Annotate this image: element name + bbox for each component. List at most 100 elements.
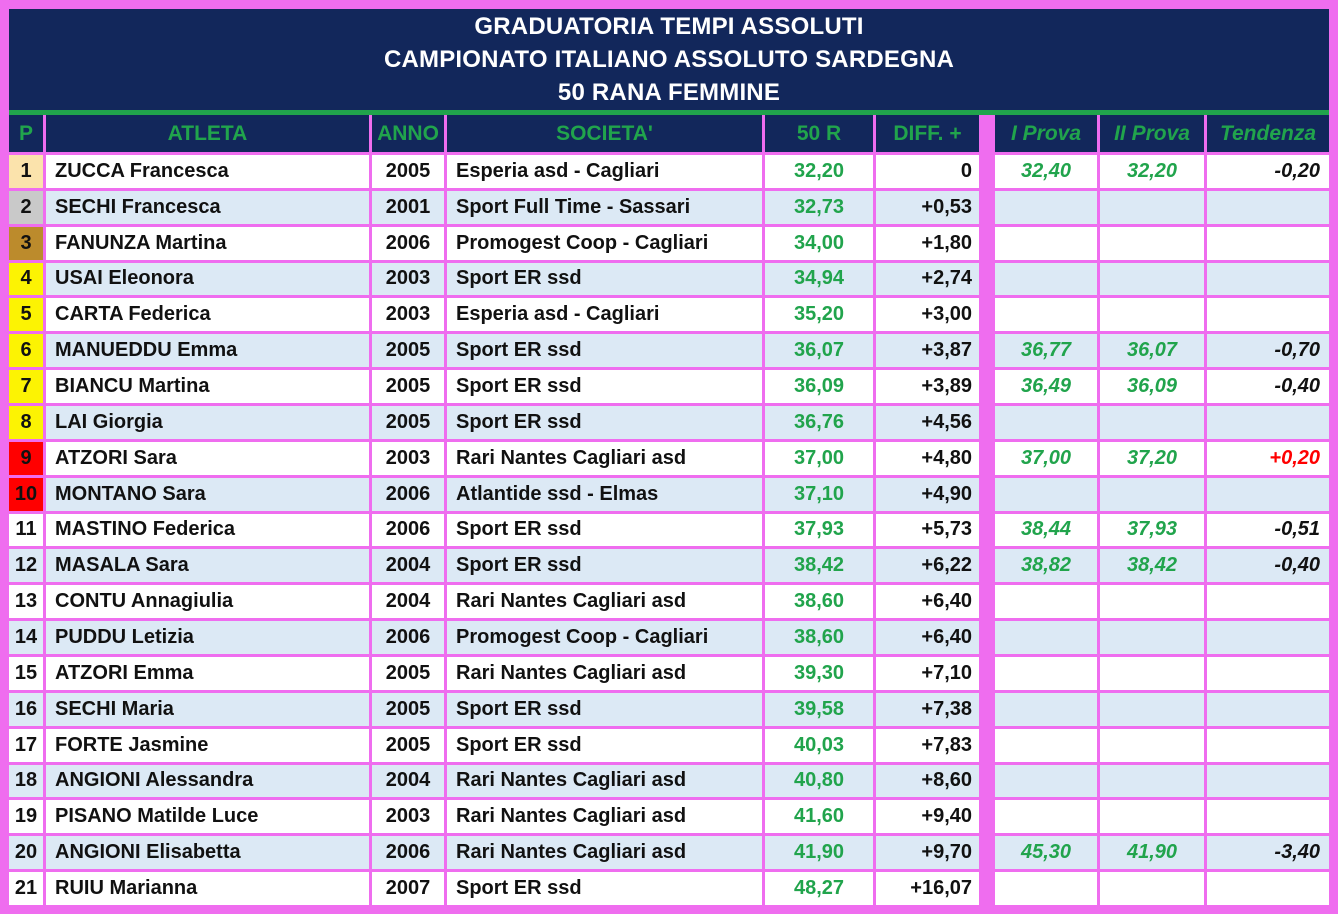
tendenza-cell	[1207, 226, 1329, 260]
club-cell: Esperia asd - Cagliari	[447, 155, 762, 188]
year-cell: 2004	[372, 764, 444, 798]
tendenza-cell	[1207, 585, 1329, 619]
year-cell: 2005	[372, 406, 444, 439]
tendenza-cell	[1207, 298, 1329, 332]
club-cell: Sport Full Time - Sassari	[447, 190, 762, 224]
block-divider	[982, 477, 992, 511]
block-divider	[982, 190, 992, 224]
prova1-cell	[995, 764, 1097, 798]
tendenza-cell: -0,40	[1207, 549, 1329, 583]
prova2-cell	[1100, 585, 1204, 619]
diff-cell: +7,10	[876, 657, 979, 690]
column-header-time: 50 R	[765, 115, 873, 152]
prova1-cell: 38,82	[995, 549, 1097, 583]
club-cell: Sport ER ssd	[447, 513, 762, 547]
prova2-cell	[1100, 477, 1204, 511]
block-divider	[982, 764, 992, 798]
block-divider	[982, 836, 992, 870]
prova2-cell	[1100, 298, 1204, 332]
year-cell: 2003	[372, 800, 444, 834]
athlete-cell: MONTANO Sara	[46, 477, 369, 511]
time-cell: 35,20	[765, 298, 873, 332]
column-header-prova1: I Prova	[995, 115, 1097, 152]
block-divider	[982, 441, 992, 475]
position-cell: 14	[9, 621, 43, 654]
prova2-cell	[1100, 262, 1204, 296]
prova1-cell	[995, 728, 1097, 762]
club-cell: Sport ER ssd	[447, 872, 762, 905]
diff-cell: 0	[876, 155, 979, 188]
athlete-cell: FORTE Jasmine	[46, 728, 369, 762]
tendenza-cell	[1207, 657, 1329, 690]
year-cell: 2005	[372, 370, 444, 403]
time-cell: 41,60	[765, 800, 873, 834]
block-divider	[982, 406, 992, 439]
club-cell: Sport ER ssd	[447, 262, 762, 296]
block-divider	[982, 585, 992, 619]
club-cell: Rari Nantes Cagliari asd	[447, 800, 762, 834]
athlete-cell: ANGIONI Elisabetta	[46, 836, 369, 870]
position-cell: 15	[9, 657, 43, 690]
tendenza-cell: -0,70	[1207, 334, 1329, 368]
tendenza-cell	[1207, 477, 1329, 511]
tendenza-cell	[1207, 728, 1329, 762]
club-cell: Rari Nantes Cagliari asd	[447, 836, 762, 870]
year-cell: 2006	[372, 513, 444, 547]
prova1-cell	[995, 692, 1097, 726]
prova1-cell	[995, 298, 1097, 332]
athlete-cell: LAI Giorgia	[46, 406, 369, 439]
block-divider	[982, 549, 992, 583]
position-cell: 9	[9, 441, 43, 475]
year-cell: 2003	[372, 298, 444, 332]
year-cell: 2005	[372, 657, 444, 690]
position-cell: 1	[9, 155, 43, 188]
year-cell: 2004	[372, 585, 444, 619]
position-cell: 16	[9, 692, 43, 726]
title-line-3: 50 RANA FEMMINE	[557, 79, 781, 106]
time-cell: 40,03	[765, 728, 873, 762]
prova2-cell	[1100, 406, 1204, 439]
athlete-cell: RUIU Marianna	[46, 872, 369, 905]
club-cell: Atlantide ssd - Elmas	[447, 477, 762, 511]
block-divider	[982, 226, 992, 260]
club-cell: Sport ER ssd	[447, 728, 762, 762]
diff-cell: +0,53	[876, 190, 979, 224]
position-cell: 8	[9, 406, 43, 439]
title-block: GRADUATORIA TEMPI ASSOLUTI CAMPIONATO IT…	[9, 9, 1329, 110]
block-divider	[982, 513, 992, 547]
club-cell: Promogest Coop - Cagliari	[447, 621, 762, 654]
column-header-club: SOCIETA'	[447, 115, 762, 152]
athlete-cell: ANGIONI Alessandra	[46, 764, 369, 798]
tendenza-cell	[1207, 692, 1329, 726]
prova1-cell	[995, 657, 1097, 690]
diff-cell: +6,40	[876, 585, 979, 619]
position-cell: 7	[9, 370, 43, 403]
diff-cell: +7,83	[876, 728, 979, 762]
year-cell: 2004	[372, 549, 444, 583]
prova2-cell: 32,20	[1100, 155, 1204, 188]
tendenza-cell	[1207, 764, 1329, 798]
athlete-cell: CONTU Annagiulia	[46, 585, 369, 619]
diff-cell: +3,00	[876, 298, 979, 332]
prova1-cell	[995, 585, 1097, 619]
block-divider	[982, 872, 992, 905]
position-cell: 4	[9, 262, 43, 296]
diff-cell: +4,90	[876, 477, 979, 511]
position-cell: 12	[9, 549, 43, 583]
block-divider	[982, 800, 992, 834]
athlete-cell: SECHI Maria	[46, 692, 369, 726]
position-cell: 3	[9, 226, 43, 260]
time-cell: 48,27	[765, 872, 873, 905]
time-cell: 38,60	[765, 585, 873, 619]
prova1-cell: 38,44	[995, 513, 1097, 547]
diff-cell: +2,74	[876, 262, 979, 296]
tendenza-cell: -0,40	[1207, 370, 1329, 403]
prova1-cell: 36,77	[995, 334, 1097, 368]
time-cell: 37,93	[765, 513, 873, 547]
prova1-cell	[995, 262, 1097, 296]
position-cell: 13	[9, 585, 43, 619]
time-cell: 41,90	[765, 836, 873, 870]
tendenza-cell	[1207, 800, 1329, 834]
prova1-cell: 37,00	[995, 441, 1097, 475]
time-cell: 38,42	[765, 549, 873, 583]
